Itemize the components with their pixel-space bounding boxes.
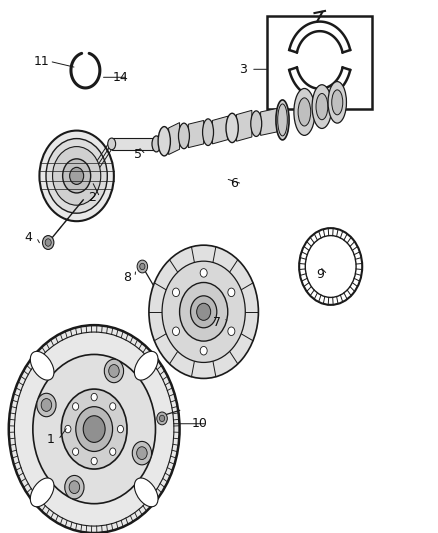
Text: 1: 1 [46, 433, 54, 446]
Circle shape [228, 327, 235, 336]
Polygon shape [169, 123, 180, 155]
Ellipse shape [30, 478, 54, 507]
Circle shape [109, 365, 119, 377]
Ellipse shape [332, 90, 343, 115]
Circle shape [173, 288, 180, 296]
Circle shape [33, 354, 155, 504]
Ellipse shape [152, 136, 161, 152]
Bar [267, 16, 372, 109]
Ellipse shape [312, 85, 332, 128]
Text: 4: 4 [25, 231, 32, 244]
Ellipse shape [294, 88, 315, 135]
Circle shape [46, 139, 107, 213]
Circle shape [191, 296, 217, 328]
Text: 14: 14 [113, 71, 128, 84]
Text: 2: 2 [88, 191, 96, 204]
Circle shape [69, 481, 80, 494]
Polygon shape [237, 110, 252, 141]
Circle shape [200, 269, 207, 277]
Circle shape [9, 325, 180, 533]
Text: 3: 3 [239, 63, 247, 76]
Polygon shape [112, 138, 155, 150]
Circle shape [70, 167, 84, 184]
Ellipse shape [30, 351, 54, 380]
Circle shape [137, 447, 147, 459]
Text: 5: 5 [134, 148, 142, 161]
Ellipse shape [178, 123, 189, 149]
Ellipse shape [316, 93, 328, 120]
Polygon shape [188, 120, 204, 148]
Circle shape [137, 260, 148, 273]
Circle shape [149, 245, 258, 378]
Polygon shape [212, 116, 228, 144]
Circle shape [228, 288, 235, 296]
Circle shape [157, 412, 167, 425]
Circle shape [117, 425, 124, 433]
Ellipse shape [134, 351, 158, 380]
Circle shape [180, 282, 228, 341]
Circle shape [200, 346, 207, 355]
Circle shape [110, 403, 116, 410]
Circle shape [132, 441, 152, 465]
Circle shape [110, 448, 116, 455]
Ellipse shape [298, 98, 311, 126]
Circle shape [73, 448, 79, 455]
Text: 11: 11 [34, 55, 49, 68]
Text: 10: 10 [191, 417, 207, 430]
Circle shape [53, 147, 101, 205]
Circle shape [173, 327, 180, 336]
Circle shape [162, 261, 245, 362]
Text: 6: 6 [230, 177, 238, 190]
Ellipse shape [202, 119, 213, 146]
Polygon shape [261, 108, 278, 135]
Ellipse shape [328, 82, 346, 123]
Circle shape [83, 416, 105, 442]
Ellipse shape [158, 126, 170, 156]
Circle shape [91, 393, 97, 401]
Circle shape [140, 263, 145, 270]
Circle shape [37, 393, 56, 417]
Circle shape [197, 303, 211, 320]
Ellipse shape [108, 138, 116, 150]
Circle shape [41, 399, 52, 411]
Circle shape [65, 425, 71, 433]
Ellipse shape [251, 111, 261, 136]
Circle shape [63, 159, 91, 193]
Circle shape [159, 415, 165, 422]
Circle shape [76, 407, 113, 451]
Text: 9: 9 [316, 268, 324, 281]
Circle shape [65, 475, 84, 499]
Circle shape [73, 403, 79, 410]
Ellipse shape [226, 114, 238, 143]
Text: 7: 7 [213, 316, 221, 329]
Circle shape [39, 131, 114, 221]
Ellipse shape [276, 100, 289, 140]
Circle shape [42, 236, 54, 249]
Circle shape [61, 389, 127, 469]
Ellipse shape [278, 104, 287, 136]
Circle shape [91, 457, 97, 465]
Text: 8: 8 [123, 271, 131, 284]
Circle shape [104, 359, 124, 383]
Circle shape [45, 239, 51, 246]
Ellipse shape [134, 478, 158, 507]
